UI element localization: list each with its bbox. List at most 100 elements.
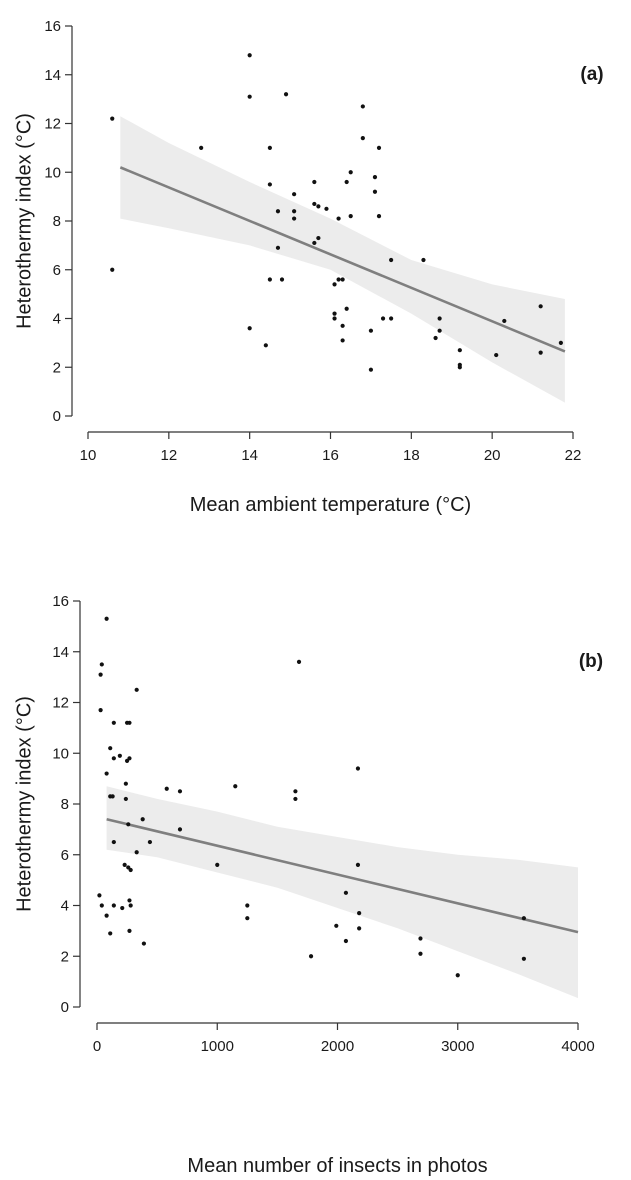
data-point xyxy=(372,175,378,180)
data-point xyxy=(141,941,146,946)
data-point xyxy=(502,318,507,324)
data-point xyxy=(128,867,133,873)
data-point xyxy=(111,839,116,845)
data-point xyxy=(279,277,285,282)
data-point xyxy=(344,179,349,185)
panel-label: (a) xyxy=(580,64,603,85)
data-point xyxy=(120,905,125,911)
x-tick-label: 18 xyxy=(403,447,420,464)
y-tick-label: 10 xyxy=(44,164,61,181)
data-point xyxy=(123,796,128,802)
data-point xyxy=(99,903,104,908)
data-point xyxy=(111,903,116,908)
y-tick-label: 2 xyxy=(53,359,61,376)
data-point xyxy=(110,267,115,272)
data-point xyxy=(104,913,109,918)
data-point xyxy=(267,145,272,150)
data-point xyxy=(380,316,386,321)
data-point xyxy=(538,350,543,355)
data-point xyxy=(127,720,132,725)
data-point xyxy=(355,862,361,868)
data-point xyxy=(140,817,145,822)
x-tick-label: 20 xyxy=(484,447,501,464)
data-point xyxy=(245,916,250,921)
data-point xyxy=(117,753,122,758)
data-point xyxy=(332,311,337,316)
data-point xyxy=(457,348,462,353)
data-point xyxy=(332,282,337,287)
data-point xyxy=(126,822,131,827)
x-tick-label: 10 xyxy=(80,447,97,464)
y-tick-label: 6 xyxy=(61,847,69,864)
data-point xyxy=(134,850,139,855)
x-tick-label: 1000 xyxy=(201,1038,234,1055)
data-point xyxy=(308,954,314,959)
data-point xyxy=(418,951,423,956)
data-point xyxy=(122,862,127,868)
data-point xyxy=(108,931,113,936)
data-point xyxy=(110,794,115,799)
data-point xyxy=(245,903,250,908)
data-point xyxy=(433,335,438,341)
data-point xyxy=(128,903,133,908)
data-point xyxy=(368,328,374,333)
data-point xyxy=(344,306,349,311)
data-point xyxy=(199,145,204,150)
data-point xyxy=(389,257,394,263)
data-point xyxy=(336,277,341,282)
data-point xyxy=(127,928,132,933)
data-point xyxy=(340,277,345,282)
data-point xyxy=(97,893,102,898)
y-tick-label: 14 xyxy=(44,67,61,84)
data-point xyxy=(312,179,317,185)
x-tick-label: 4000 xyxy=(561,1038,594,1055)
data-point xyxy=(104,771,109,776)
data-point xyxy=(348,170,353,175)
y-tick-label: 0 xyxy=(61,999,69,1016)
x-axis-label: Mean ambient temperature (°C) xyxy=(190,494,471,516)
data-point xyxy=(127,898,132,903)
data-point xyxy=(457,365,462,370)
data-point xyxy=(147,839,153,845)
data-point xyxy=(247,326,252,331)
data-point xyxy=(98,708,103,713)
data-point xyxy=(177,827,183,832)
data-point xyxy=(360,104,365,109)
y-tick-label: 12 xyxy=(44,116,61,133)
x-tick-label: 22 xyxy=(565,447,582,464)
data-point xyxy=(336,216,341,221)
data-point xyxy=(538,304,543,309)
data-point xyxy=(123,781,128,786)
data-point xyxy=(267,277,272,282)
data-point xyxy=(324,206,329,211)
data-point xyxy=(312,240,317,246)
y-tick-label: 12 xyxy=(52,695,69,712)
x-tick-label: 16 xyxy=(322,447,339,464)
confidence-band xyxy=(106,786,578,999)
data-point xyxy=(357,911,362,916)
data-point xyxy=(418,936,423,941)
panel-a: 10 12 14 16 18 20 22 0 2 4 6 8 10 12 14 16 (a) Mean amb… xyxy=(13,18,603,516)
data-point xyxy=(368,367,374,372)
y-tick-label: 4 xyxy=(53,311,61,328)
axes: 10 12 14 16 18 20 22 0 2 4 6 8 10 12 14 16 xyxy=(44,18,581,464)
y-tick-label: 16 xyxy=(52,593,69,610)
data-point xyxy=(108,746,113,751)
regression-line xyxy=(119,166,566,353)
data-point xyxy=(127,756,132,761)
data-point xyxy=(293,789,298,794)
data-point xyxy=(292,209,297,214)
data-point xyxy=(316,204,321,209)
data-point xyxy=(340,338,345,343)
data-point xyxy=(334,923,339,928)
data-point xyxy=(104,616,109,621)
data-point xyxy=(437,328,442,333)
y-axis-label: Heterothermy index (°C) xyxy=(13,696,35,912)
data-point xyxy=(98,672,103,677)
data-point xyxy=(340,323,345,328)
data-point xyxy=(355,766,361,771)
x-tick-label: 3000 xyxy=(441,1038,474,1055)
panel-b: 0 1000 2000 3000 4000 0 2 4 6 8 10 12 14 16 (b) Mean … xyxy=(13,593,603,1177)
data-point xyxy=(247,94,252,99)
